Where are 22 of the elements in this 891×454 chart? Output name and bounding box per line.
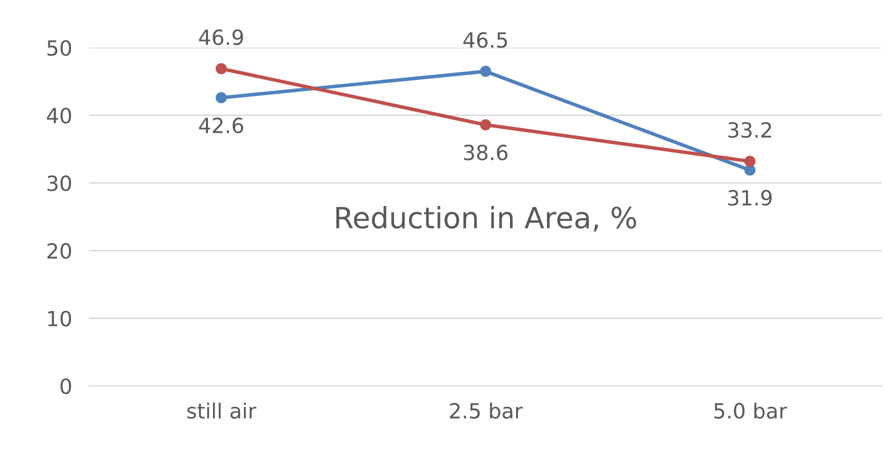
point — [744, 156, 756, 167]
y-tick-label: 30 — [48, 175, 72, 192]
data-label: 46.5 — [463, 32, 507, 48]
x-tick-label: 2.5 bar — [450, 402, 523, 419]
x-tick-label: 5.0 bar — [714, 402, 788, 419]
point — [216, 92, 227, 104]
text: Reduction in Area, % — [336, 206, 636, 232]
point — [480, 66, 492, 77]
data-label: 33.2 — [728, 122, 772, 138]
data-label: 38.6 — [464, 144, 508, 160]
point — [480, 119, 492, 130]
y-tick-label: 40 — [46, 108, 72, 124]
y-tick-label: 10 — [48, 310, 72, 326]
y-tick-label: 50 — [48, 40, 72, 56]
point — [216, 63, 227, 74]
y-tick-label: 20 — [47, 243, 72, 259]
x-tick-label: still air — [187, 402, 256, 419]
y-tick-label: 0 — [60, 378, 72, 394]
data-label: 31.9 — [728, 190, 772, 206]
data-label: 46.9 — [199, 29, 243, 46]
point — [744, 164, 756, 176]
data-label: 42.6 — [199, 118, 244, 134]
